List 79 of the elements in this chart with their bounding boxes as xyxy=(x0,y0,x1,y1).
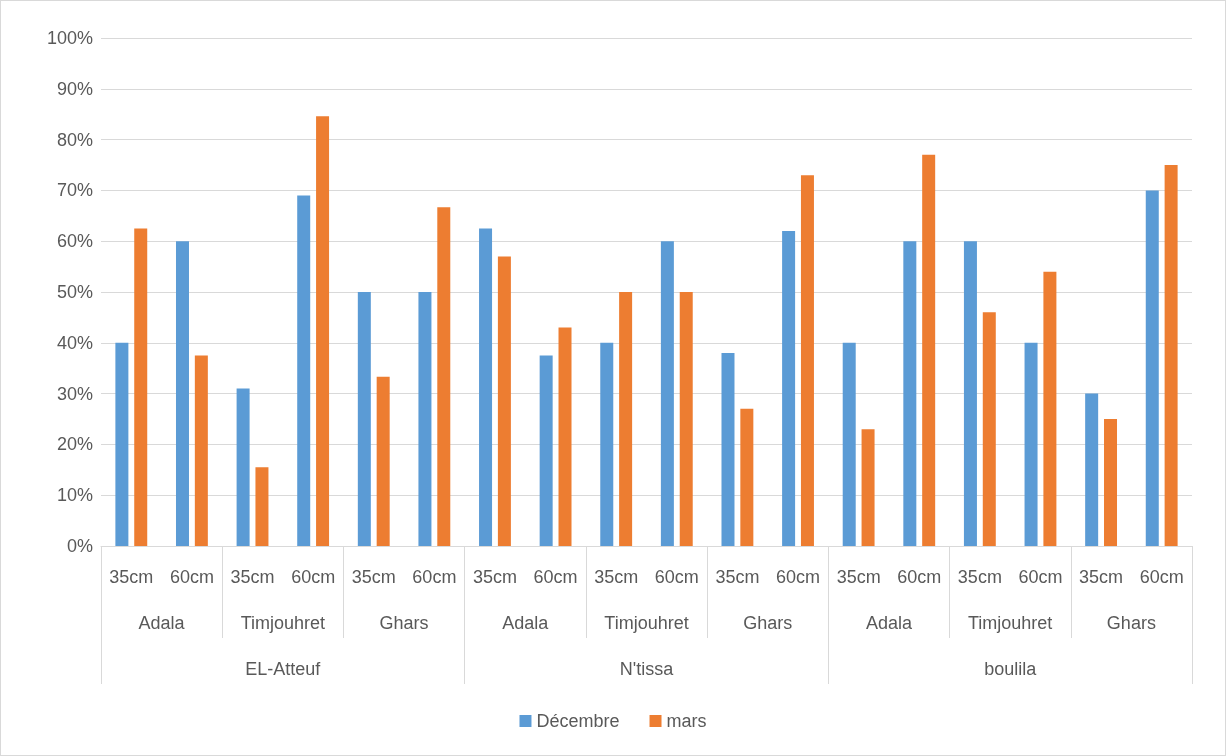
text: Adala xyxy=(502,613,550,633)
y-tick-label: 70% xyxy=(56,180,93,201)
bar xyxy=(619,292,633,546)
y-tick-label: 10% xyxy=(56,485,93,506)
text: Timjouhret xyxy=(604,613,689,633)
bar xyxy=(255,467,269,546)
bar xyxy=(1085,393,1099,546)
bar xyxy=(134,228,148,546)
text: Adala xyxy=(865,613,913,633)
x-tick-label: 35cm xyxy=(957,567,1002,587)
x-tick-label: 35cm xyxy=(594,567,639,587)
x-tick-label: 60cm xyxy=(897,567,942,587)
text: N'tissa xyxy=(619,659,675,679)
text: Ghars xyxy=(743,613,793,633)
bar xyxy=(721,352,735,546)
bar xyxy=(740,408,754,546)
x-tick-label: 60cm xyxy=(169,567,214,587)
bar xyxy=(497,256,511,546)
bar xyxy=(236,388,250,546)
bar xyxy=(316,116,330,546)
y-tick-label: 60% xyxy=(56,231,93,252)
legend-label: mars xyxy=(666,711,707,731)
x-tick-label: 60cm xyxy=(776,567,821,587)
bar xyxy=(1164,165,1178,546)
x-tick-label: 35cm xyxy=(351,567,396,587)
y-tick-label: 90% xyxy=(56,78,93,99)
x-tick-label: 35cm xyxy=(109,567,154,587)
text: boulila xyxy=(984,659,1038,679)
bar xyxy=(679,292,693,546)
bar xyxy=(660,241,674,546)
bar xyxy=(539,355,553,546)
bar xyxy=(175,241,189,546)
bar xyxy=(357,292,371,546)
bar xyxy=(376,376,390,546)
x-tick-label: 35cm xyxy=(836,567,881,587)
y-tick-label: 30% xyxy=(56,383,93,404)
text: Ghars xyxy=(379,613,429,633)
bar xyxy=(558,327,572,546)
x-tick-label: 60cm xyxy=(412,567,457,587)
x-tick-label: 60cm xyxy=(1018,567,1063,587)
bar xyxy=(194,355,208,546)
bar xyxy=(861,429,875,546)
bar xyxy=(479,228,493,546)
x-tick-label: 35cm xyxy=(1079,567,1124,587)
bar xyxy=(800,175,814,546)
bar xyxy=(842,342,856,546)
bar xyxy=(963,241,977,546)
bar xyxy=(782,231,796,546)
text: Adala xyxy=(138,613,186,633)
bar xyxy=(600,342,614,546)
legend-label: Décembre xyxy=(536,711,620,731)
bar xyxy=(982,312,996,546)
text: EL-Atteuf xyxy=(245,659,322,679)
x-tick-label: 60cm xyxy=(291,567,336,587)
y-tick-label: 20% xyxy=(56,434,93,455)
bar xyxy=(1024,342,1038,546)
y-tick-label: 80% xyxy=(56,129,93,150)
bar xyxy=(297,195,311,546)
y-tick-label: 40% xyxy=(56,332,93,353)
y-tick-label: 50% xyxy=(56,282,93,302)
y-tick-label: 100% xyxy=(46,28,93,48)
x-tick-label: 35cm xyxy=(715,567,760,587)
bar xyxy=(922,154,936,546)
x-tick-label: 60cm xyxy=(1139,567,1184,587)
x-tick-label: 35cm xyxy=(472,567,517,587)
x-tick-label: 35cm xyxy=(230,567,275,587)
bar xyxy=(437,207,451,546)
bar xyxy=(903,241,917,546)
bar xyxy=(418,292,432,546)
bar xyxy=(115,342,129,546)
text: Ghars xyxy=(1106,613,1156,633)
bar xyxy=(1145,190,1159,546)
x-tick-label: 60cm xyxy=(533,567,578,587)
text: Timjouhret xyxy=(967,613,1053,633)
bar xyxy=(1043,271,1057,546)
y-tick-label: 0% xyxy=(66,536,93,556)
bar xyxy=(1104,419,1118,546)
text: Timjouhret xyxy=(240,613,326,633)
x-tick-label: 60cm xyxy=(654,567,699,587)
